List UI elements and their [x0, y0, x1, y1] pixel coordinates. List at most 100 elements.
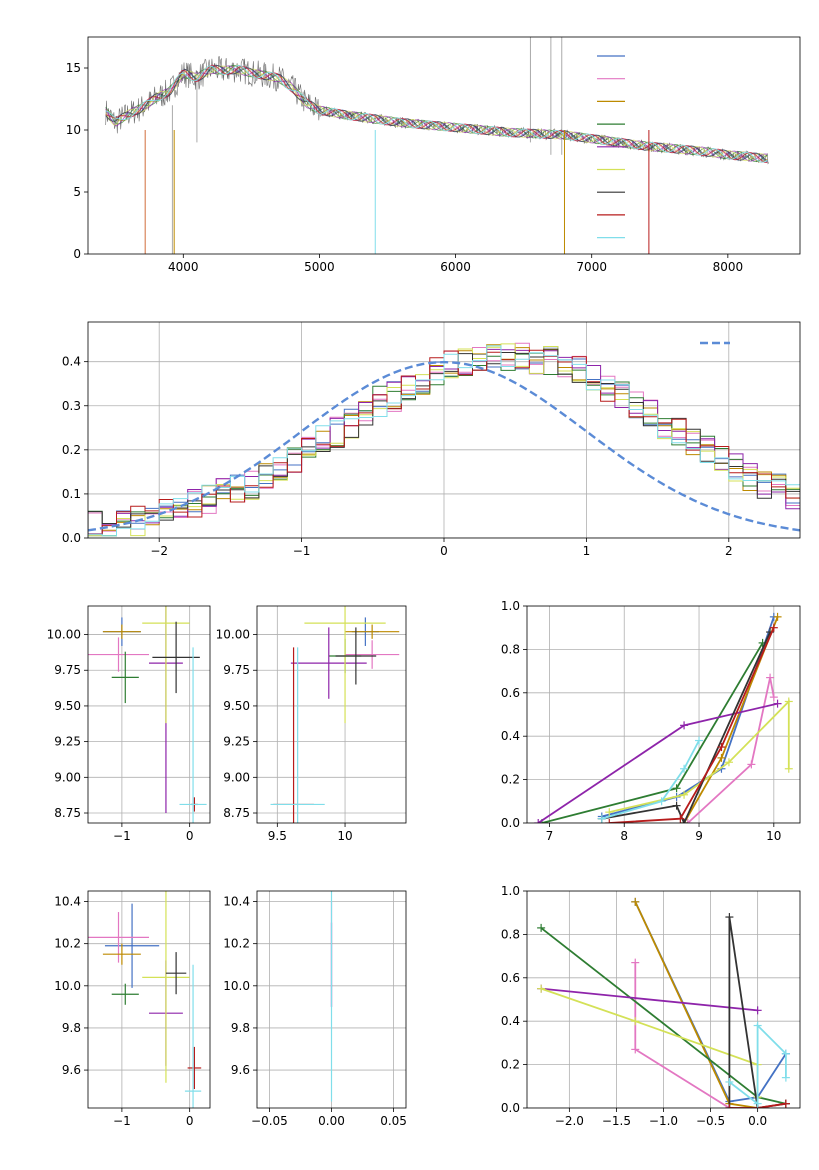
- y-tick-label: 9.75: [223, 663, 250, 677]
- weight-line: [634, 962, 758, 1108]
- weight-series: [725, 1021, 790, 1108]
- plot-area: [527, 891, 800, 1108]
- model-spectrum: [105, 65, 768, 162]
- model-spectrum: [105, 64, 768, 164]
- weight-line: [541, 987, 758, 1012]
- y-tick-label: 10.2: [54, 937, 81, 951]
- weight-series: [605, 697, 793, 817]
- weight-series: [597, 612, 778, 821]
- panel-mass-vs-ebv: −0.05 0.00 0.05 9.6 9.8 10.0 10.2 10.4: [223, 890, 407, 1128]
- plot-area: [105, 37, 769, 254]
- x-tick-label: −1.5: [602, 1114, 631, 1128]
- x-tick-label: −2: [150, 544, 168, 558]
- y-tick-label: 0.2: [62, 443, 81, 457]
- x-tick-label: 0.05: [380, 1114, 407, 1128]
- data-point: [142, 891, 190, 1083]
- panel-weight-vs-age: 7 8 9 10 0.0 0.2 0.4 0.6 0.8 1.0: [501, 599, 801, 843]
- axes-frame: [526, 890, 801, 1109]
- axes-frame: [256, 890, 407, 1109]
- data-point: [304, 606, 386, 724]
- weight-line: [540, 987, 759, 1098]
- y-tick-label: 0.4: [501, 1014, 520, 1028]
- x-tick-label: 5000: [304, 260, 335, 274]
- y-tick-label: 1.0: [501, 884, 520, 898]
- y-tick-label: 0: [73, 247, 81, 261]
- y-tick-label: 9.8: [62, 1021, 81, 1035]
- y-tick-label: 15: [66, 61, 81, 75]
- data-point: [102, 624, 141, 639]
- weight-series: [537, 984, 762, 1102]
- x-tick-label: −1.0: [649, 1114, 678, 1128]
- axes-frame: [526, 605, 801, 824]
- panel-spectrum: 4000 5000 6000 7000 8000 0 5 10 15: [66, 36, 801, 274]
- weight-series: [605, 623, 778, 823]
- weight-series: [631, 958, 762, 1108]
- y-tick-label: 9.6: [62, 1063, 81, 1077]
- data-point: [345, 640, 400, 669]
- plot-area: [527, 606, 800, 823]
- x-tick-label: 0: [186, 1114, 194, 1128]
- x-tick-label: 0.0: [748, 1114, 767, 1128]
- x-tick-label: 9: [695, 829, 703, 843]
- weight-series: [597, 736, 704, 823]
- data-point: [184, 964, 202, 1108]
- x-tick-label: −1: [113, 1114, 131, 1128]
- panel-weight-vs-Z: −2.0 −1.5 −1.0 −0.5 0.0 0.0 0.2 0.4 0.6 0.8 1.0: [501, 884, 801, 1128]
- weight-line: [601, 631, 771, 823]
- weight-series: [534, 699, 782, 823]
- y-tick-label: 9.25: [54, 735, 81, 749]
- y-tick-label: 5: [73, 185, 81, 199]
- axes-frame: [87, 605, 211, 824]
- x-tick-label: 6000: [440, 260, 471, 274]
- plot-area: [257, 891, 406, 1108]
- panel-mass-vs-Z: −1 0 9.6 9.8 10.0 10.2 10.4: [54, 890, 211, 1128]
- y-tick-label: 0.1: [62, 487, 81, 501]
- x-tick-label: 4000: [168, 260, 199, 274]
- y-tick-label: 0.0: [62, 531, 81, 545]
- plot-area: [88, 322, 800, 538]
- y-tick-label: 10.4: [223, 895, 250, 909]
- y-tick-label: 8.75: [223, 806, 250, 820]
- weight-line: [729, 1102, 787, 1108]
- model-spectrum: [105, 64, 768, 163]
- data-point: [270, 647, 325, 823]
- axes-frame: [87, 890, 211, 1109]
- weight-line: [537, 702, 778, 823]
- y-tick-label: 0.2: [501, 773, 520, 787]
- panel-age-vs-mass: 9.5 10 8.75 9.00 9.25 9.50 9.75 10.00: [216, 605, 407, 843]
- weight-line: [541, 642, 764, 823]
- data-point: [88, 637, 149, 672]
- residual-histogram: [88, 345, 800, 538]
- axes-frame: [256, 605, 407, 824]
- data-point: [179, 647, 207, 823]
- x-tick-label: −1: [293, 544, 311, 558]
- plot-area: [88, 891, 210, 1108]
- x-tick-label: −0.5: [696, 1114, 725, 1128]
- y-tick-label: 9.50: [223, 699, 250, 713]
- y-tick-label: 10.2: [223, 937, 250, 951]
- y-tick-label: 0.0: [501, 816, 520, 830]
- data-point: [142, 606, 190, 724]
- y-tick-label: 10.4: [54, 895, 81, 909]
- x-tick-label: 9.5: [268, 829, 287, 843]
- weight-line: [609, 627, 775, 823]
- y-tick-label: 0.2: [501, 1058, 520, 1072]
- weight-line: [601, 740, 700, 820]
- x-tick-label: 10: [766, 829, 781, 843]
- y-tick-label: 9.25: [223, 735, 250, 749]
- axes-frame: [87, 321, 801, 539]
- x-tick-label: 1: [583, 544, 591, 558]
- weight-line: [687, 677, 775, 823]
- plot-area: [257, 606, 406, 823]
- x-tick-label: 8000: [713, 260, 744, 274]
- y-tick-label: 9.00: [223, 770, 250, 784]
- model-spectrum: [105, 64, 768, 163]
- y-tick-label: 0.0: [501, 1101, 520, 1115]
- y-tick-label: 10: [66, 123, 81, 137]
- x-tick-label: 7000: [576, 260, 607, 274]
- panel-age-vs-Z: −1 0 8.75 9.00 9.25 9.50 9.75 10.00: [47, 605, 211, 843]
- x-tick-label: 10: [337, 829, 352, 843]
- data-point: [111, 983, 139, 1005]
- x-tick-label: 0: [440, 544, 448, 558]
